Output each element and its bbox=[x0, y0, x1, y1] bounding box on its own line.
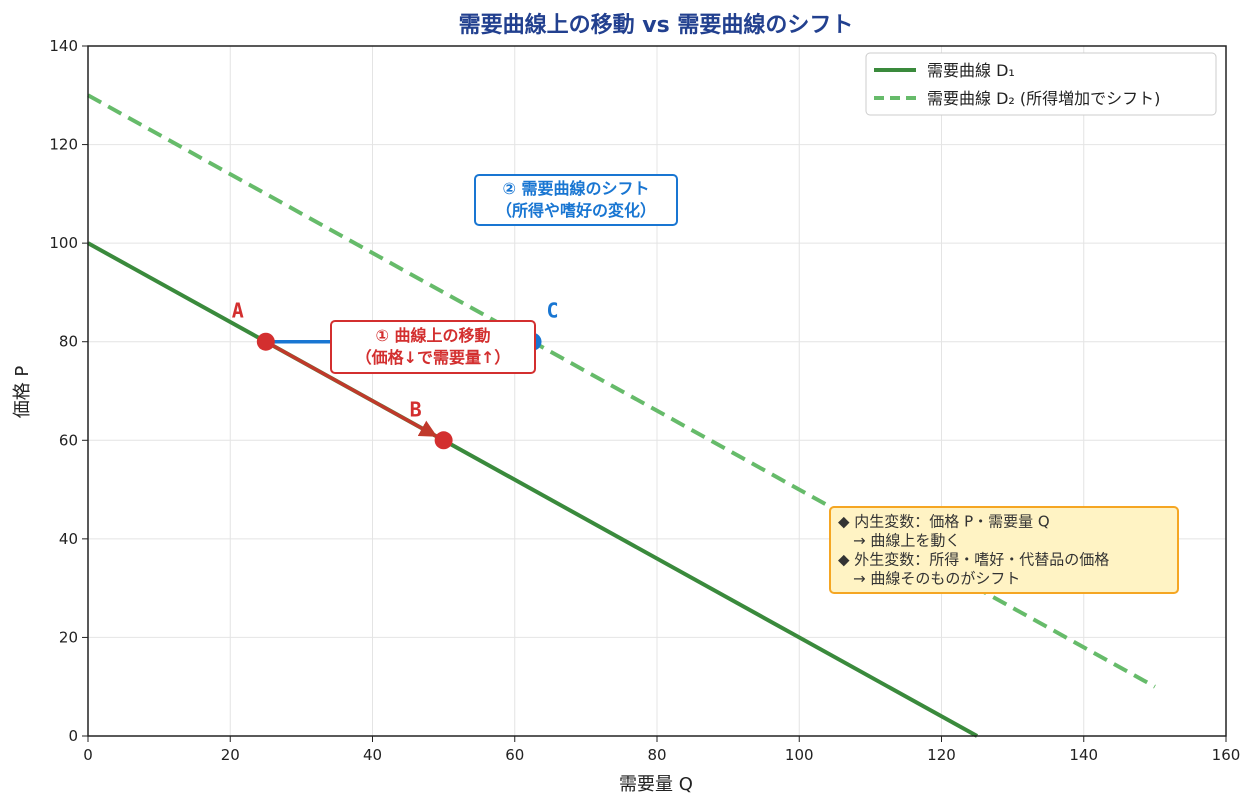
chart-title: 需要曲線上の移動 vs 需要曲線のシフト bbox=[459, 12, 854, 38]
x-tick-label: 80 bbox=[647, 746, 666, 764]
note-text: → 曲線そのものがシフト bbox=[838, 570, 1020, 588]
y-tick-label: 60 bbox=[59, 431, 78, 449]
point-layer: A B C bbox=[232, 299, 559, 450]
note-text: ◆ 外生変数：所得・嗜好・代替品の価格 bbox=[838, 551, 1109, 569]
x-tick-label: 160 bbox=[1212, 746, 1241, 764]
movement-text: （価格↓で需要量↑） bbox=[356, 348, 511, 367]
annotation-layer: ① 曲線上の移動 （価格↓で需要量↑） ② 需要曲線のシフト （所得や嗜好の変化） ◆ … bbox=[330, 174, 1179, 594]
y-tick-label: 140 bbox=[49, 37, 78, 55]
x-tick-label: 140 bbox=[1069, 746, 1098, 764]
note-text: ◆ 内生変数：価格 P・需要量 Q bbox=[838, 513, 1050, 531]
movement-box bbox=[330, 320, 536, 374]
y-tick-label: 100 bbox=[49, 234, 78, 252]
legend: 需要曲線 D₁ 需要曲線 D₂ (所得増加でシフト) bbox=[865, 52, 1217, 116]
axes: 0 20 40 60 80 100 120 140 160 0 20 40 60 80 100 120 140 bbox=[49, 37, 1240, 764]
y-tick-label: 40 bbox=[59, 530, 78, 548]
legend-box bbox=[865, 52, 1217, 116]
shift-text: ② 需要曲線のシフト bbox=[502, 179, 649, 198]
note-text: → 曲線上を動く bbox=[838, 532, 960, 550]
legend-label-d1: 需要曲線 D₁ bbox=[927, 61, 1015, 80]
point-label-a: A bbox=[232, 299, 244, 323]
series-line-d1 bbox=[87, 241, 979, 738]
point-label-b: B bbox=[410, 397, 422, 421]
legend-label-d2: 需要曲線 D₂ (所得増加でシフト) bbox=[927, 89, 1160, 108]
movement-text: ① 曲線上の移動 bbox=[375, 326, 490, 345]
x-tick-label: 40 bbox=[363, 746, 382, 764]
x-axis-label: 需要量 Q bbox=[619, 774, 693, 795]
x-tick-label: 60 bbox=[505, 746, 524, 764]
x-tick-label: 0 bbox=[83, 746, 93, 764]
shift-box bbox=[474, 174, 678, 226]
y-tick-label: 0 bbox=[68, 727, 78, 745]
point-label-c: C bbox=[547, 299, 559, 323]
y-tick-label: 120 bbox=[49, 136, 78, 154]
arrow-0 bbox=[264, 340, 438, 438]
x-tick-label: 100 bbox=[785, 746, 814, 764]
x-tick-label: 20 bbox=[221, 746, 240, 764]
y-tick-label: 20 bbox=[59, 628, 78, 646]
y-tick-label: 80 bbox=[59, 333, 78, 351]
y-axis-label: 価格 P bbox=[12, 366, 33, 419]
point-a bbox=[256, 332, 275, 351]
shift-text: （所得や嗜好の変化） bbox=[496, 201, 656, 220]
note-box bbox=[829, 506, 1179, 594]
x-tick-label: 120 bbox=[927, 746, 956, 764]
point-b bbox=[434, 431, 453, 450]
